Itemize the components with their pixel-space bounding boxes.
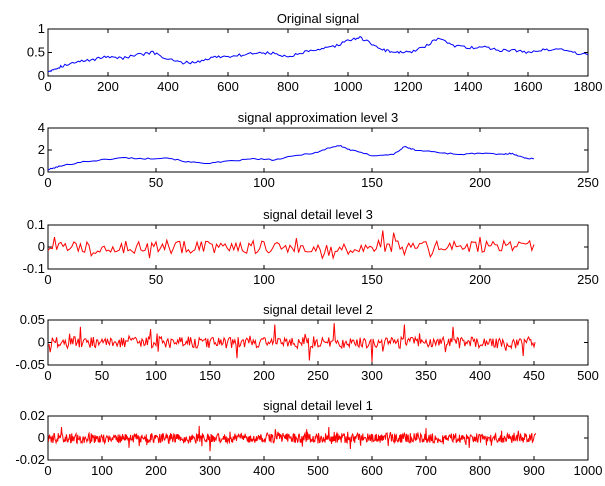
x-tick-label: 0: [44, 272, 51, 287]
series-line: [47, 145, 535, 171]
x-tick-label: 800: [469, 463, 491, 478]
x-tick-label: 0: [44, 175, 51, 190]
x-tick-label: 200: [253, 368, 275, 383]
x-tick-label: 150: [199, 368, 221, 383]
y-tick-label: 0.02: [20, 408, 45, 423]
y-tick-label: 0.1: [27, 217, 45, 232]
x-tick-label: 50: [149, 272, 163, 287]
y-tick-label: 0: [38, 68, 45, 83]
subplot-5: signal detail level 1 0 100 200 300 400 500 600…: [15, 398, 602, 478]
series-line: [47, 425, 537, 452]
x-tick-label: 400: [469, 368, 491, 383]
x-tick-label: 400: [253, 463, 275, 478]
subplot-title: signal detail level 1: [263, 398, 373, 413]
y-tick-label: 0: [38, 164, 45, 179]
y-tick-label: -0.1: [23, 261, 45, 276]
x-tick-label: 100: [91, 463, 113, 478]
y-tick-label: 0: [38, 239, 45, 254]
x-tick-label: 250: [577, 272, 599, 287]
x-tick-label: 200: [97, 79, 119, 94]
y-tick-label: 1: [38, 21, 45, 36]
axes-frame: [47, 224, 589, 270]
x-tick-label: 100: [145, 368, 167, 383]
subplot-title: signal approximation level 3: [238, 110, 398, 125]
x-tick-label: 400: [157, 79, 179, 94]
y-tick-label: 0.5: [27, 45, 45, 60]
subplot-2: signal approximation level 3 0 50 100 150 200…: [38, 110, 599, 190]
y-tick-label: 0.05: [20, 312, 45, 327]
x-tick-label: 1000: [334, 79, 363, 94]
x-tick-label: 200: [145, 463, 167, 478]
x-tick-label: 250: [307, 368, 329, 383]
subplot-1: Original signal 0 200 400 600 800 1000 1200 1400…: [27, 11, 603, 94]
y-tick-label: -0.02: [15, 452, 45, 467]
x-tick-label: 0: [44, 368, 51, 383]
subplot-4: signal detail level 2 0 50 100 150 200 250 300 3…: [15, 302, 598, 383]
x-tick-label: 1200: [394, 79, 423, 94]
y-tick-label: 0: [38, 430, 45, 445]
series-line: [47, 35, 589, 73]
subplot-title: signal detail level 2: [263, 302, 373, 317]
x-tick-label: 1000: [574, 463, 603, 478]
x-tick-label: 700: [415, 463, 437, 478]
y-tick-label: 4: [38, 120, 45, 135]
x-tick-label: 200: [469, 272, 491, 287]
x-tick-label: 100: [253, 175, 275, 190]
y-tick-label: 0: [38, 335, 45, 350]
x-tick-label: 50: [95, 368, 109, 383]
x-tick-label: 600: [361, 463, 383, 478]
y-tick-label: -0.05: [15, 357, 45, 372]
x-tick-label: 150: [361, 175, 383, 190]
axes-frame: [47, 127, 589, 173]
x-tick-label: 50: [149, 175, 163, 190]
x-tick-label: 1800: [574, 79, 603, 94]
x-tick-label: 600: [217, 79, 239, 94]
x-tick-label: 0: [44, 79, 51, 94]
series-line: [47, 230, 535, 260]
x-tick-label: 250: [577, 175, 599, 190]
subplot-title: Original signal: [277, 11, 359, 26]
x-tick-label: 800: [277, 79, 299, 94]
x-tick-label: 900: [523, 463, 545, 478]
x-tick-label: 500: [577, 368, 599, 383]
x-tick-label: 1600: [514, 79, 543, 94]
x-tick-label: 300: [361, 368, 383, 383]
x-tick-label: 450: [523, 368, 545, 383]
axes-frame: [47, 28, 589, 77]
y-tick-label: 2: [38, 142, 45, 157]
x-tick-label: 350: [415, 368, 437, 383]
x-tick-label: 150: [361, 272, 383, 287]
x-tick-label: 0: [44, 463, 51, 478]
x-tick-label: 100: [253, 272, 275, 287]
subplot-title: signal detail level 3: [263, 207, 373, 222]
x-tick-label: 300: [199, 463, 221, 478]
x-tick-label: 200: [469, 175, 491, 190]
x-tick-label: 1400: [454, 79, 483, 94]
series-line: [47, 323, 536, 362]
subplot-3: signal detail level 3 0 50 100 150 200 250 -0.1…: [23, 207, 599, 287]
x-tick-label: 500: [307, 463, 329, 478]
